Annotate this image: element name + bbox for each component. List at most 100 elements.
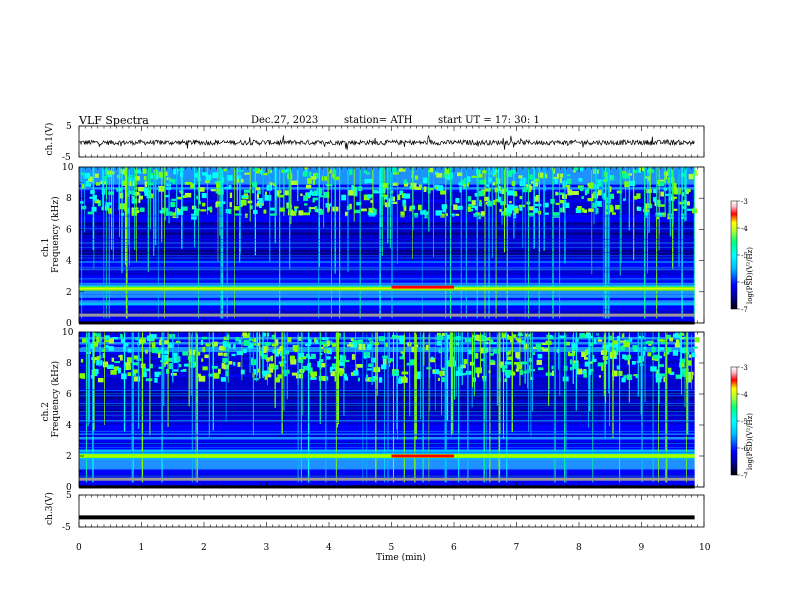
spectro-noise <box>375 366 378 372</box>
spectro-noise <box>609 186 612 193</box>
spectro-noise <box>114 361 121 364</box>
spectro-noise <box>669 371 675 376</box>
spectro-noise <box>490 361 496 365</box>
spectro-noise <box>507 204 514 211</box>
spectro-noise <box>332 173 336 178</box>
spectro-row <box>79 412 695 415</box>
spectro-noise <box>159 210 166 214</box>
spectro-row <box>79 399 695 403</box>
spectro-row <box>79 315 695 319</box>
spectro-noise <box>223 352 228 357</box>
spectro-noise <box>112 337 118 340</box>
spectro-noise <box>323 191 330 198</box>
spectro-noise <box>85 183 92 187</box>
spectro-noise <box>96 200 100 204</box>
spectro-row <box>79 272 695 276</box>
spectro-noise <box>487 200 493 207</box>
spectro-noise <box>588 361 593 364</box>
spectro-noise <box>441 204 448 209</box>
spectro-noise <box>197 187 205 192</box>
spectro-noise <box>505 208 513 214</box>
spectro-noise <box>632 347 636 352</box>
spectro-noise <box>151 347 159 353</box>
spectro-noise <box>252 189 255 194</box>
spectro-row <box>79 207 695 211</box>
spectro-noise <box>588 184 591 189</box>
spectro-noise <box>277 348 281 355</box>
spectro-noise <box>308 171 312 177</box>
spectro-noise <box>180 206 188 211</box>
spectro-noise <box>154 377 158 383</box>
spectro-noise <box>651 346 656 353</box>
spectro-noise <box>535 343 542 348</box>
spectro-noise <box>589 368 594 372</box>
spectro-noise <box>131 207 134 213</box>
spectro-row <box>79 222 695 226</box>
spectro-noise <box>597 362 604 367</box>
highlight-segment <box>391 285 454 289</box>
spectro-noise <box>691 352 696 358</box>
spectro-noise <box>205 174 212 181</box>
spectro-noise <box>170 201 176 208</box>
spectro-noise <box>338 361 345 366</box>
spectro-noise <box>315 174 320 178</box>
spectro-noise <box>694 337 700 343</box>
spectro-noise <box>670 175 674 178</box>
spectro-noise <box>490 339 494 343</box>
spectro-noise <box>326 203 332 207</box>
spectro-noise <box>229 202 232 208</box>
spectro-noise <box>228 361 233 365</box>
spectro-noise <box>632 169 638 173</box>
spectro-noise <box>537 367 544 371</box>
spectro-noise <box>390 196 396 202</box>
spectro-noise <box>274 351 280 357</box>
spectro-noise <box>167 358 172 362</box>
spectro-noise <box>423 177 428 184</box>
spectro-noise <box>349 203 352 210</box>
spectro-noise <box>132 362 140 366</box>
spectro-noise <box>681 347 687 354</box>
spectro-row <box>79 332 695 335</box>
spectro-noise <box>645 341 653 345</box>
spectro-noise <box>583 209 588 213</box>
spectro-noise <box>309 190 313 195</box>
spectro-noise <box>648 342 652 346</box>
spectro-noise <box>613 342 619 348</box>
spectro-row <box>79 199 695 203</box>
spectro-row <box>79 239 695 243</box>
spectro-noise <box>543 202 549 208</box>
spectro-noise <box>256 193 260 200</box>
spectro-noise <box>268 363 275 368</box>
spectro-noise <box>202 336 207 340</box>
spectro-noise <box>616 335 620 342</box>
spectro-noise <box>229 192 233 199</box>
spectro-noise <box>660 191 664 197</box>
ch2-ytick-label: 2 <box>66 452 72 462</box>
spectro-row <box>79 479 695 483</box>
spectro-noise <box>679 337 685 340</box>
spectro-noise <box>572 362 579 369</box>
spectro-noise <box>228 208 232 215</box>
spectro-noise <box>374 191 379 194</box>
spectro-noise <box>411 346 415 353</box>
spectro-noise <box>213 372 220 379</box>
spectro-noise <box>124 362 131 366</box>
spectro-row <box>79 352 695 355</box>
spectro-noise <box>562 207 566 213</box>
spectro-noise <box>173 369 179 372</box>
spectro-noise <box>191 205 197 210</box>
ch2-ytick-label: 8 <box>66 359 72 369</box>
spectro-noise <box>334 375 337 382</box>
spectro-noise <box>321 176 327 181</box>
spectro-noise <box>666 334 671 339</box>
spectro-noise <box>274 377 281 383</box>
spectro-noise <box>133 369 138 374</box>
spectro-noise <box>478 213 481 220</box>
spectro-noise <box>184 181 192 185</box>
spectro-noise <box>686 201 690 206</box>
x-tick-label: 10 <box>699 543 711 553</box>
spectro-noise <box>519 369 524 375</box>
spectro-noise <box>484 196 489 201</box>
spectro-row <box>79 362 695 365</box>
spectro-noise <box>478 201 483 207</box>
